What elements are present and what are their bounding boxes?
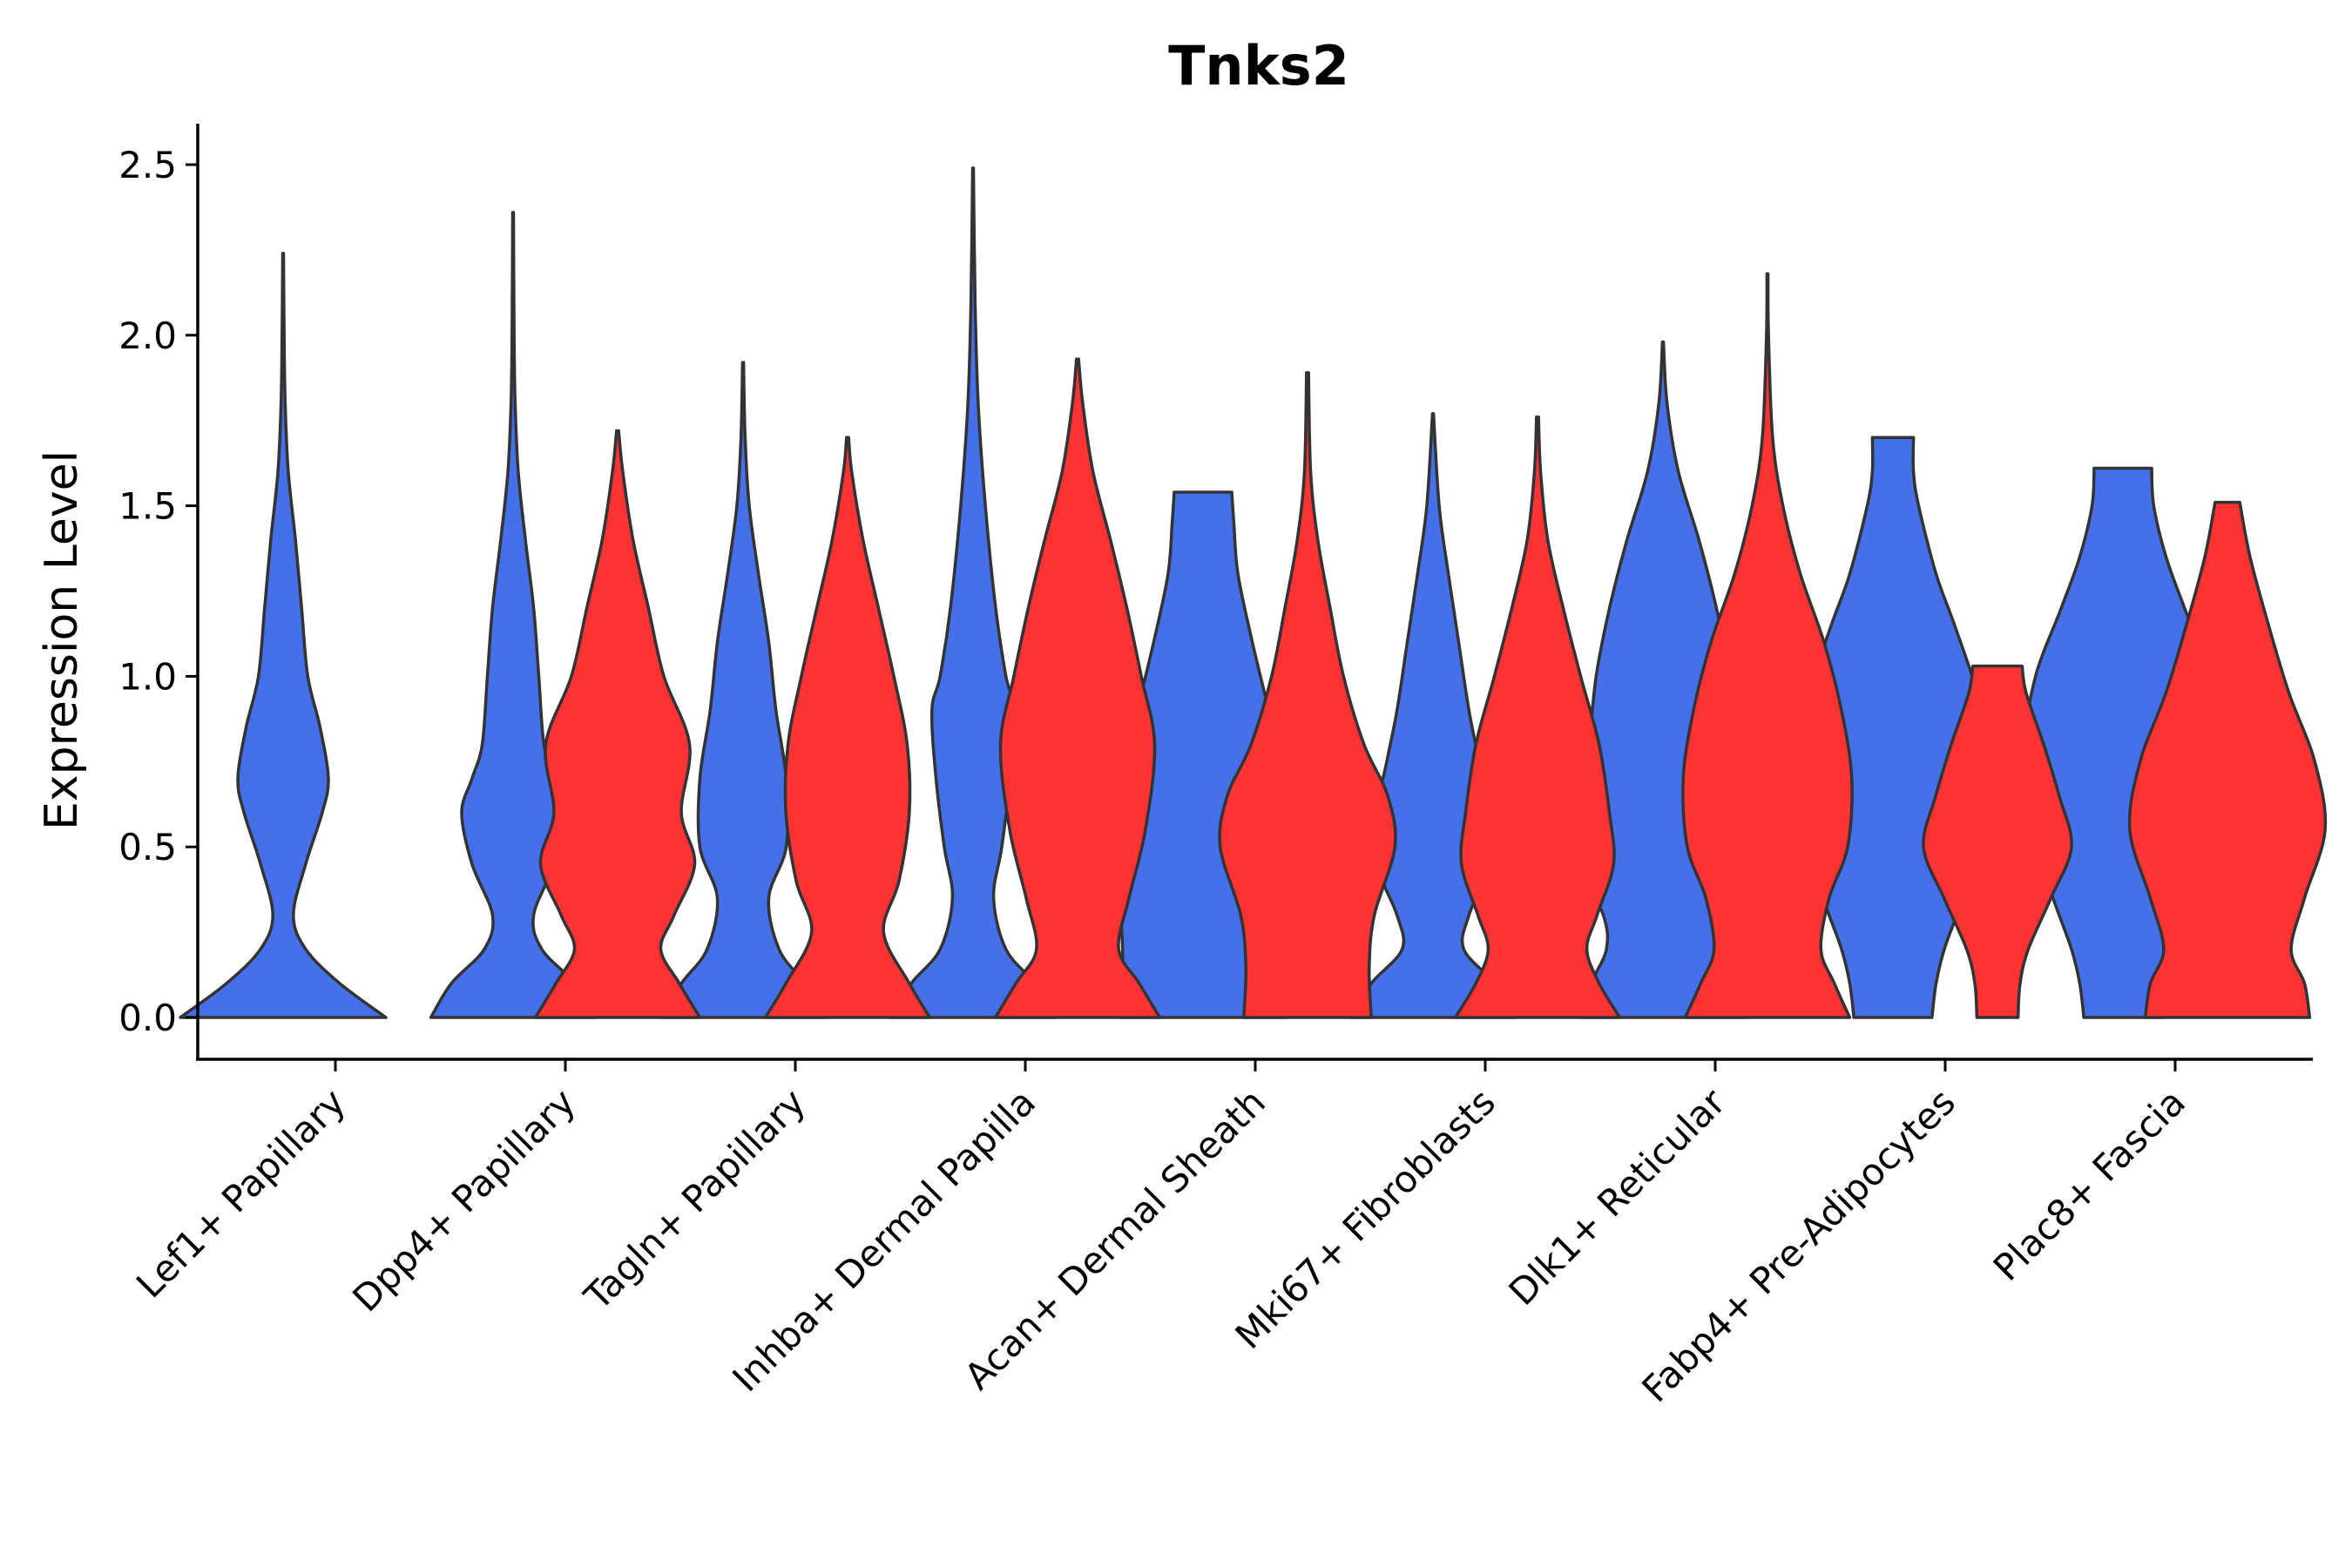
x-tick-label: Dpp4+ Papillary [344, 1080, 584, 1320]
violin-group2-1 [533, 429, 702, 1019]
y-axis-label: Expression Level [36, 450, 88, 830]
x-tick-label: Tagln+ Papillary [576, 1080, 814, 1318]
chart-title: Tnks2 [1168, 34, 1349, 98]
violin-group2-5 [1453, 416, 1622, 1019]
y-tick-label: 0.0 [118, 997, 177, 1039]
violin-group2-4 [1218, 371, 1397, 1019]
y-tick-label: 0.5 [118, 826, 177, 868]
x-tick-label: Mki67+ Fibroblasts [1227, 1080, 1504, 1356]
x-tick-label: Plac8+ Fascia [1985, 1080, 2193, 1288]
violin-group2-8 [2127, 500, 2328, 1019]
y-tick-label: 1.5 [118, 485, 177, 528]
violin-group2-7 [1922, 664, 2073, 1019]
violin-group1-2 [659, 361, 828, 1019]
violin-group2-6 [1681, 272, 1854, 1019]
y-axis-ticks: 0.0 0.5 1.0 1.5 2.0 2.5 [118, 144, 198, 1039]
y-tick-label: 1.0 [118, 655, 177, 698]
violin-group [179, 166, 2328, 1019]
x-tick-label: Dlk1+ Reticular [1501, 1080, 1734, 1314]
violin-group2-2 [763, 436, 932, 1019]
x-tick-label: Lef1+ Papillary [128, 1080, 354, 1306]
y-tick-label: 2.0 [118, 314, 177, 357]
violin-group2-3 [993, 357, 1162, 1019]
violin-group1-0 [179, 252, 388, 1019]
y-tick-label: 2.5 [118, 144, 177, 186]
